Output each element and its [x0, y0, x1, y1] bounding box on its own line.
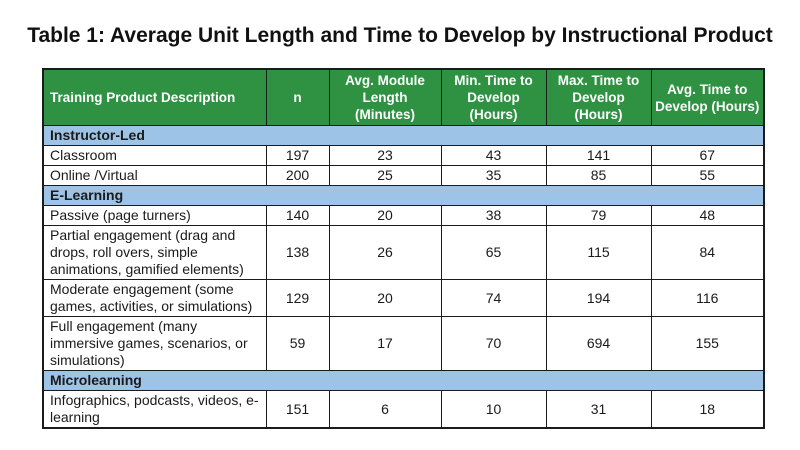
cell-min-time: 10 — [440, 390, 547, 429]
cell-avg-time: 55 — [650, 165, 765, 186]
table-row: Classroom 197 23 43 141 67 — [42, 145, 765, 166]
page-title: Table 1: Average Unit Length and Time to… — [27, 24, 773, 47]
cell-min-time: 35 — [440, 165, 547, 186]
cell-avg-module-length: 6 — [328, 390, 442, 429]
cell-n: 138 — [265, 225, 330, 280]
cell-n: 151 — [265, 390, 330, 429]
section-label: E-Learning — [42, 185, 765, 206]
table-row: Infographics, podcasts, videos, e-learni… — [42, 390, 765, 429]
cell-avg-module-length: 20 — [328, 279, 442, 317]
cell-avg-module-length: 17 — [328, 316, 442, 371]
column-header-n: n — [265, 68, 330, 126]
cell-avg-time: 18 — [650, 390, 765, 429]
table-row: Full engagement (many immersive games, s… — [42, 316, 765, 371]
cell-avg-time: 84 — [650, 225, 765, 280]
row-description: Online /Virtual — [42, 165, 267, 186]
row-description: Moderate engagement (some games, activit… — [42, 279, 267, 317]
table-row: Partial engagement (drag and drops, roll… — [42, 225, 765, 280]
table-row: Moderate engagement (some games, activit… — [42, 279, 765, 317]
row-description: Full engagement (many immersive games, s… — [42, 316, 267, 371]
cell-min-time: 70 — [440, 316, 547, 371]
cell-avg-module-length: 25 — [328, 165, 442, 186]
row-description: Infographics, podcasts, videos, e-learni… — [42, 390, 267, 429]
cell-min-time: 74 — [440, 279, 547, 317]
instructional-product-table: Training Product Description n Avg. Modu… — [42, 68, 765, 429]
cell-n: 59 — [265, 316, 330, 371]
cell-max-time: 694 — [545, 316, 652, 371]
section-row-microlearning: Microlearning — [42, 370, 765, 391]
cell-avg-module-length: 26 — [328, 225, 442, 280]
cell-max-time: 141 — [545, 145, 652, 166]
cell-n: 197 — [265, 145, 330, 166]
section-row-instructor-led: Instructor-Led — [42, 125, 765, 146]
column-header-avg-module-length: Avg. Module Length (Minutes) — [328, 68, 442, 126]
cell-max-time: 31 — [545, 390, 652, 429]
cell-n: 200 — [265, 165, 330, 186]
row-description: Classroom — [42, 145, 267, 166]
column-header-avg-time-to-develop: Avg. Time to Develop (Hours) — [650, 68, 765, 126]
cell-avg-module-length: 20 — [328, 205, 442, 226]
cell-n: 140 — [265, 205, 330, 226]
cell-avg-time: 155 — [650, 316, 765, 371]
row-description: Partial engagement (drag and drops, roll… — [42, 225, 267, 280]
cell-max-time: 194 — [545, 279, 652, 317]
cell-min-time: 38 — [440, 205, 547, 226]
cell-avg-module-length: 23 — [328, 145, 442, 166]
row-description: Passive (page turners) — [42, 205, 267, 226]
cell-avg-time: 48 — [650, 205, 765, 226]
cell-avg-time: 116 — [650, 279, 765, 317]
section-row-e-learning: E-Learning — [42, 185, 765, 206]
table-row: Online /Virtual 200 25 35 85 55 — [42, 165, 765, 186]
cell-max-time: 115 — [545, 225, 652, 280]
cell-n: 129 — [265, 279, 330, 317]
column-header-max-time-to-develop: Max. Time to Develop (Hours) — [545, 68, 652, 126]
column-header-min-time-to-develop: Min. Time to Develop (Hours) — [440, 68, 547, 126]
table-row: Passive (page turners) 140 20 38 79 48 — [42, 205, 765, 226]
table-header-row: Training Product Description n Avg. Modu… — [42, 68, 765, 126]
section-label: Microlearning — [42, 370, 765, 391]
section-label: Instructor-Led — [42, 125, 765, 146]
column-header-training-product-description: Training Product Description — [42, 68, 267, 126]
cell-avg-time: 67 — [650, 145, 765, 166]
cell-max-time: 85 — [545, 165, 652, 186]
cell-min-time: 65 — [440, 225, 547, 280]
cell-min-time: 43 — [440, 145, 547, 166]
cell-max-time: 79 — [545, 205, 652, 226]
